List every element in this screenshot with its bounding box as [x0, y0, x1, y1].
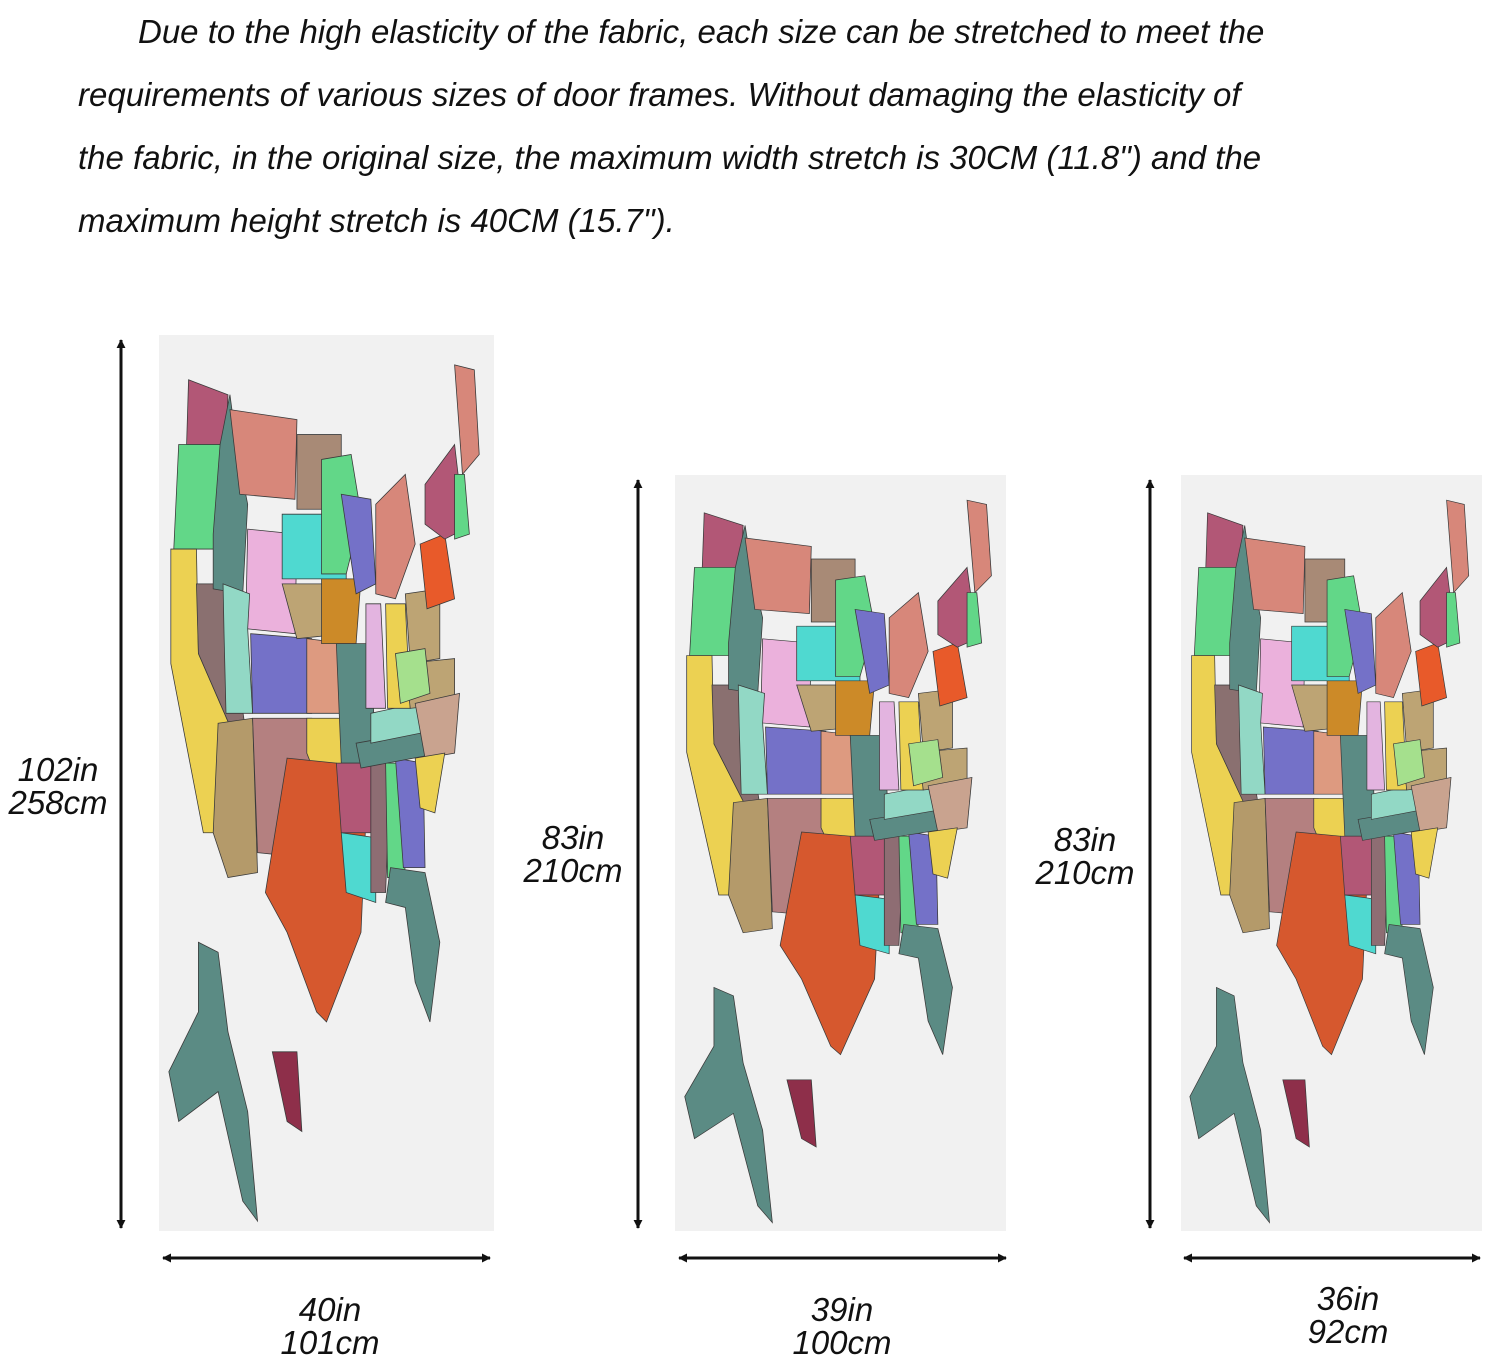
state-shape-new-england [454, 473, 470, 540]
state-shape-michigan [1375, 591, 1412, 698]
state-shape-pennsylvania [932, 642, 968, 707]
width-cm: 92cm [1307, 1313, 1389, 1350]
state-shape-south-carolina [927, 827, 958, 879]
state-shape-maine [1446, 499, 1470, 594]
state-shape-north-carolina [414, 692, 460, 759]
width-label-3: 36in 92cm [1268, 1282, 1428, 1348]
state-shape-hawaii [1282, 1079, 1310, 1148]
state-shape-new-england [1446, 592, 1461, 648]
state-shape-louisiana [1344, 894, 1377, 955]
width-inches: 36in [1316, 1280, 1380, 1317]
door-panel-medium [675, 475, 1006, 1231]
state-shape-north-carolina [927, 776, 973, 833]
us-map-image [159, 335, 494, 1231]
state-shape-maine [454, 364, 480, 476]
intro-line: Due to the high elasticity of the fabric… [138, 13, 1265, 50]
height-cm: 258cm [8, 784, 108, 821]
us-map-image [675, 475, 1006, 1231]
height-label-1: 102in 258cm [0, 753, 116, 819]
state-shape-south-carolina [1410, 827, 1439, 879]
width-inches: 40in [298, 1291, 362, 1328]
state-shape-alaska [1189, 986, 1270, 1224]
state-shape-arizona [212, 717, 258, 879]
state-shape-colorado [765, 726, 827, 795]
intro-line: the fabric, in the original size, the ma… [78, 139, 1262, 176]
state-shape-idaho [728, 525, 764, 694]
state-shape-illinois [879, 701, 900, 791]
state-shape-west-virginia [908, 739, 944, 787]
state-shape-hawaii [271, 1051, 303, 1133]
intro-line: requirements of various sizes of door fr… [78, 76, 1241, 113]
state-shape-michigan [375, 473, 416, 600]
door-panel-small [1181, 475, 1482, 1231]
state-shape-alaska [168, 941, 259, 1223]
state-shape-arkansas [1339, 835, 1377, 896]
width-inches: 39in [810, 1291, 874, 1328]
state-shape-pennsylvania [419, 533, 456, 610]
us-map-image [1181, 475, 1482, 1231]
state-shape-idaho [212, 394, 249, 595]
height-cm: 210cm [1035, 854, 1135, 891]
width-cm: 101cm [280, 1324, 380, 1361]
state-shape-idaho [1229, 525, 1262, 694]
width-label-2: 39in 100cm [762, 1293, 922, 1359]
state-shape-utah [1238, 684, 1266, 795]
width-label-1: 40in 101cm [250, 1293, 410, 1359]
state-shape-arkansas [849, 835, 890, 896]
height-inches: 83in [541, 819, 605, 856]
state-shape-utah [222, 583, 254, 714]
width-cm: 100cm [792, 1324, 892, 1361]
state-shape-north-carolina [1410, 776, 1452, 833]
state-shape-maine [966, 499, 992, 594]
state-shape-arizona [1229, 798, 1270, 934]
state-shape-west-virginia [395, 648, 431, 704]
state-shape-west-virginia [1393, 739, 1425, 787]
state-shape-hawaii [786, 1079, 817, 1148]
height-inches: 83in [1053, 821, 1117, 858]
state-shape-new-england [966, 592, 983, 648]
state-shape-michigan [888, 591, 929, 698]
intro-line: maximum height stretch is 40CM (15.7"). [78, 202, 675, 239]
state-shape-florida [898, 924, 953, 1055]
state-shape-utah [737, 684, 768, 795]
state-shape-montana [229, 409, 298, 500]
height-inches: 102in [17, 751, 99, 788]
state-shape-louisiana [340, 832, 377, 904]
state-shape-louisiana [854, 894, 890, 955]
state-shape-illinois [1366, 701, 1385, 791]
state-shape-florida [1384, 924, 1434, 1055]
state-shape-south-carolina [414, 752, 446, 814]
state-shape-illinois [365, 603, 387, 709]
state-shape-arkansas [335, 762, 377, 834]
intro-text: Due to the high elasticity of the fabric… [78, 0, 1500, 252]
height-label-3: 83in 210cm [1022, 823, 1148, 889]
state-shape-montana [744, 537, 812, 614]
state-shape-pennsylvania [1415, 642, 1447, 707]
door-panel-large [159, 335, 494, 1231]
state-shape-arizona [728, 798, 773, 934]
height-cm: 210cm [523, 852, 623, 889]
state-shape-montana [1244, 537, 1306, 614]
state-shape-alaska [684, 986, 773, 1224]
state-shape-florida [385, 867, 441, 1023]
state-shape-colorado [250, 633, 313, 714]
state-shape-colorado [1262, 726, 1319, 795]
height-label-2: 83in 210cm [510, 821, 636, 887]
